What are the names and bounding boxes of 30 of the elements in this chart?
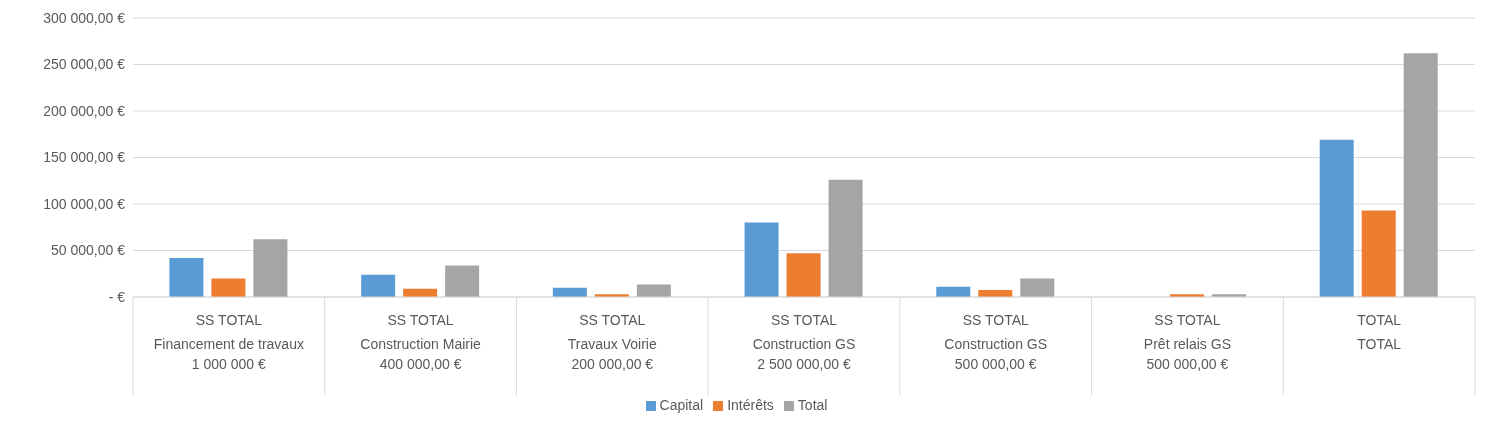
bar: [361, 274, 396, 297]
bar: [169, 257, 204, 297]
legend-label: Total: [797, 397, 828, 413]
x-tick-label: SS TOTAL Construction Mairie 400 000,00 €: [360, 312, 482, 372]
bar: [211, 278, 246, 297]
bar: [445, 265, 480, 297]
x-tick-label: SS TOTAL Construction GS 500 000,00 €: [944, 312, 1048, 372]
x-tick-label: SS TOTAL Construction GS 2 500 000,00 €: [752, 312, 856, 372]
legend-label: Intérêts: [727, 397, 774, 413]
x-tick-label: SS TOTAL Prêt relais GS 500 000,00 €: [1143, 312, 1231, 372]
y-tick-label: 200 000,00 €: [43, 102, 126, 119]
bar: [636, 284, 671, 297]
bar: [1361, 210, 1396, 297]
bar: [1319, 139, 1354, 297]
bar: [786, 253, 821, 297]
y-tick-label: 250 000,00 €: [43, 56, 126, 73]
bar: [1403, 53, 1438, 297]
bar: [253, 239, 288, 297]
bar: [744, 222, 779, 297]
legend-label: Capital: [659, 397, 704, 413]
x-tick-label: SS TOTAL Financement de travaux 1 000 000 €: [153, 312, 304, 372]
y-tick-label: - €: [108, 288, 126, 305]
bar: [1020, 278, 1055, 297]
y-tick-label: 300 000,00 €: [43, 9, 126, 26]
x-tick-label: SS TOTAL Travaux Voirie 200 000,00 €: [567, 312, 657, 372]
y-tick-label: 100 000,00 €: [43, 195, 126, 212]
x-tick-label: TOTAL TOTAL: [1357, 312, 1402, 352]
bar: [828, 179, 863, 297]
y-tick-label: 50 000,00 €: [51, 242, 126, 259]
y-tick-label: 150 000,00 €: [43, 149, 126, 166]
